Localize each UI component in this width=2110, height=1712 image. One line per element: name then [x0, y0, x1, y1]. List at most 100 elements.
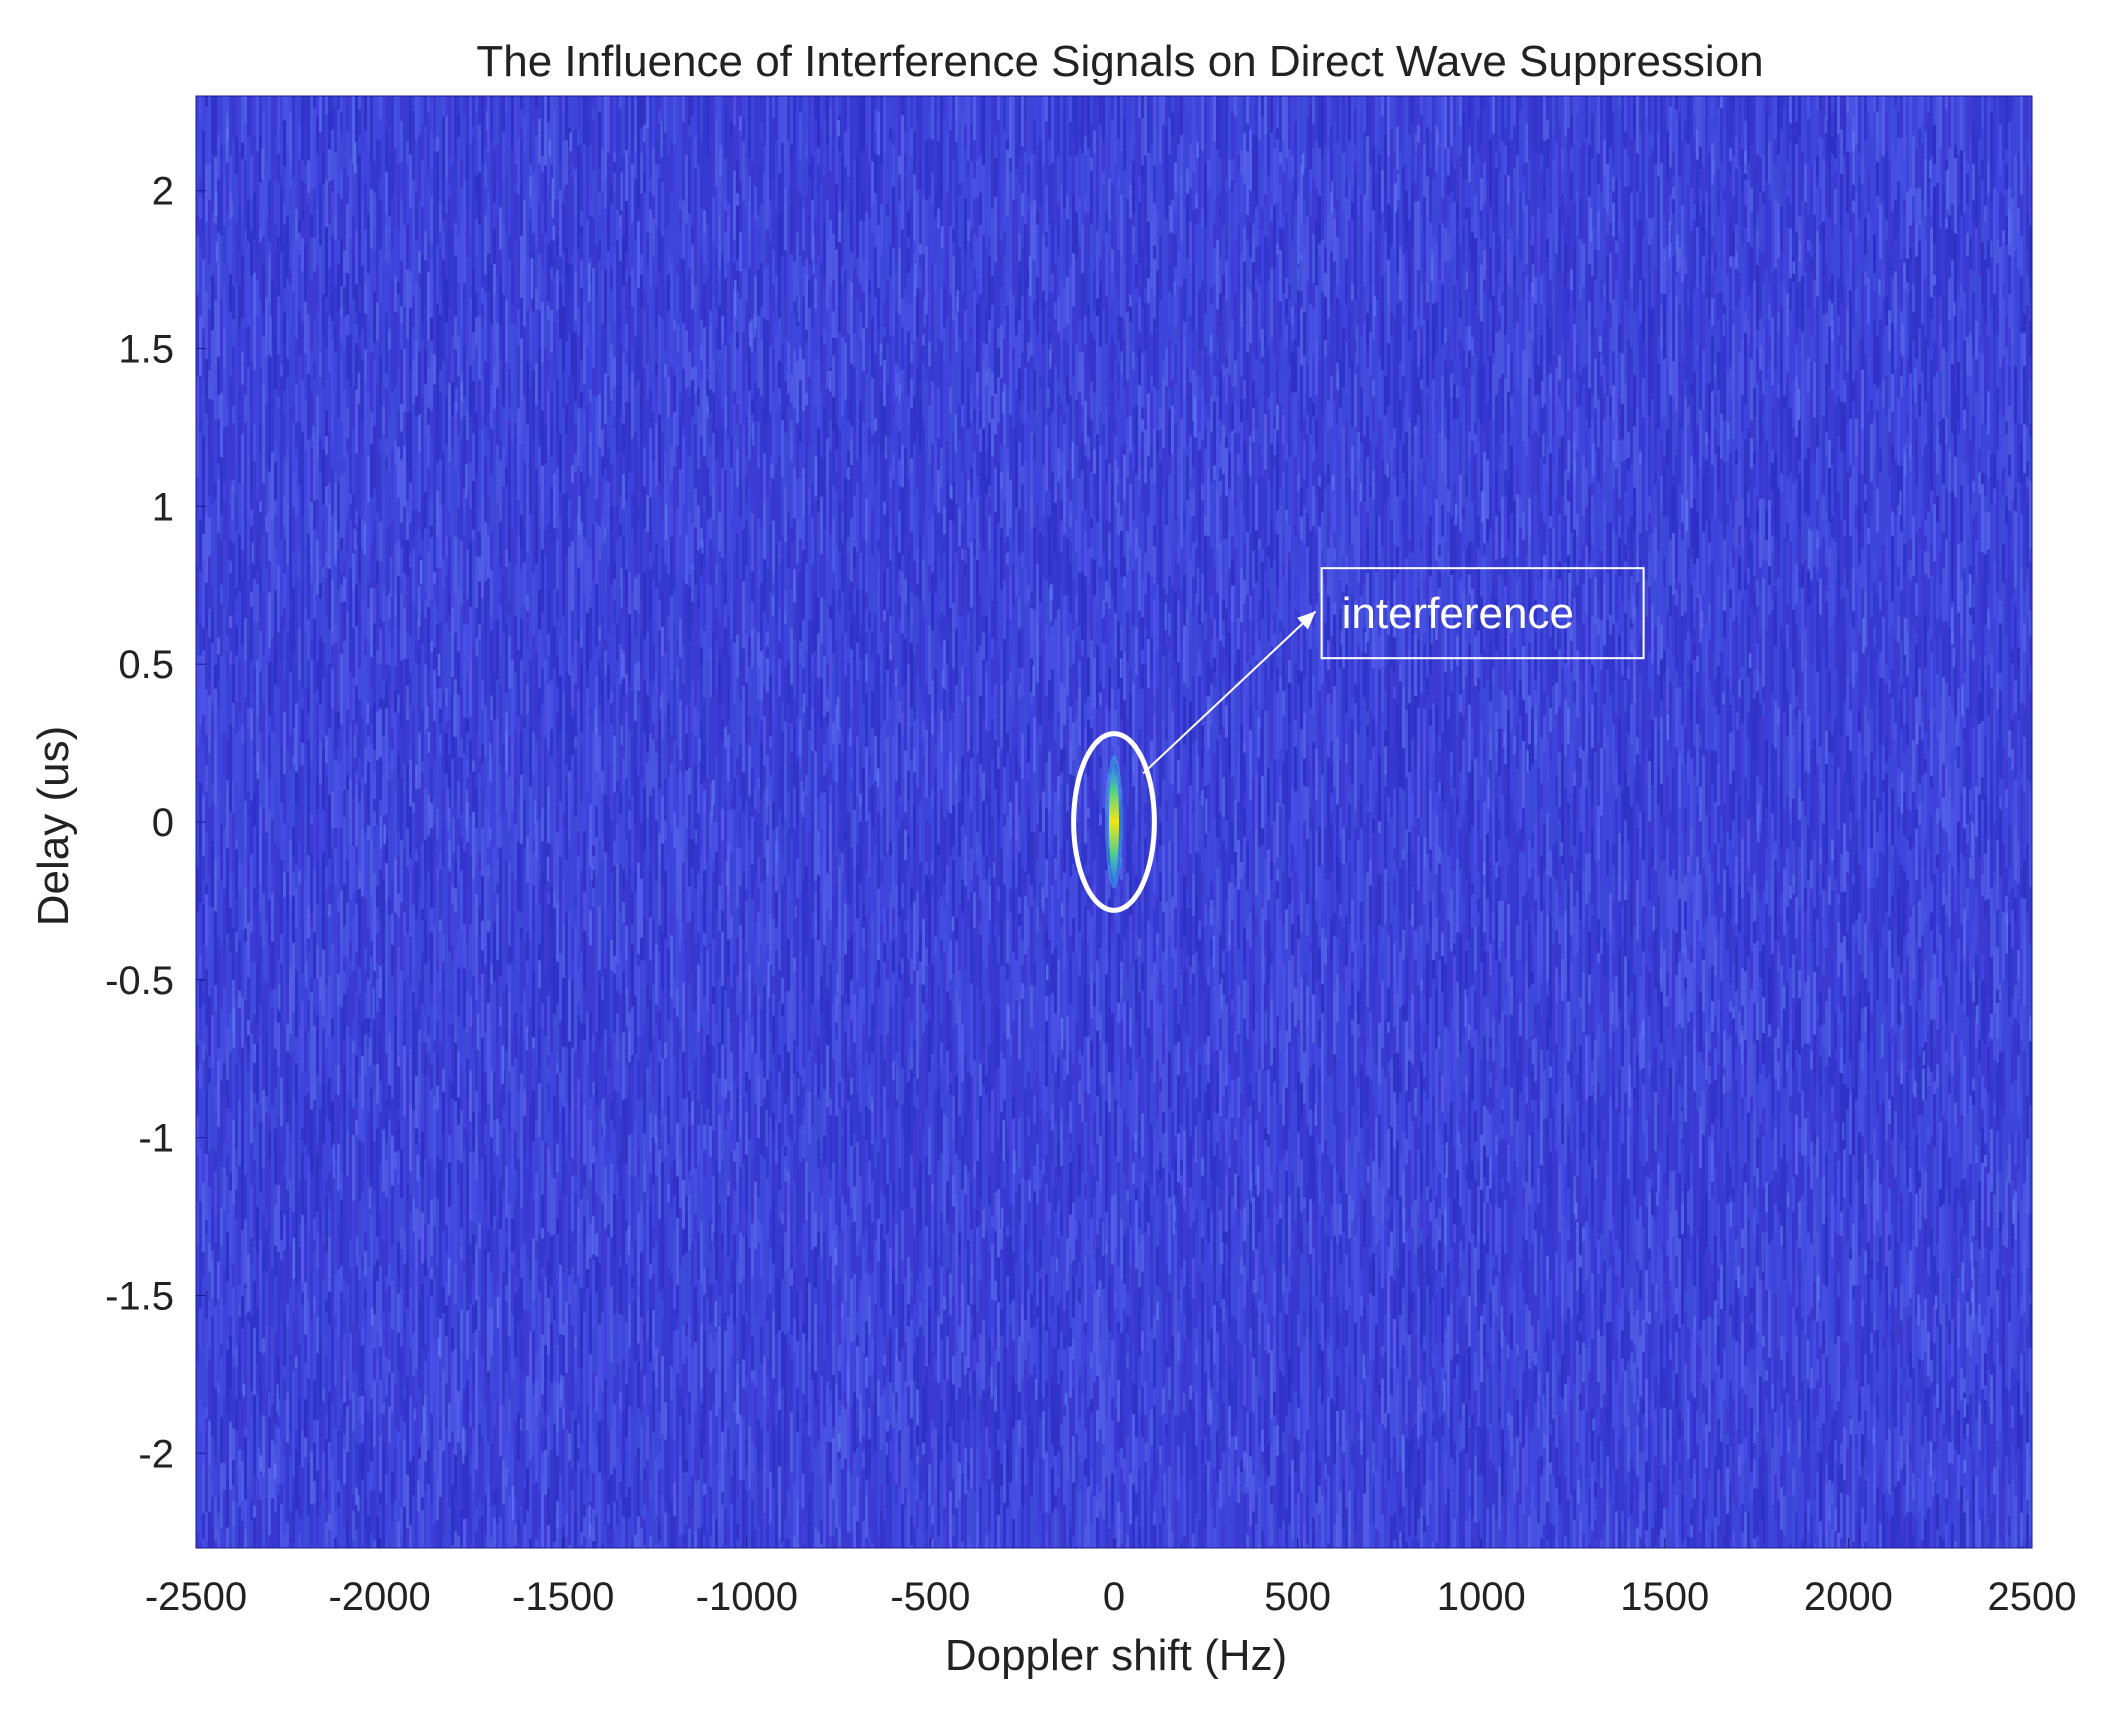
- noise-cell: [535, 822, 538, 860]
- noise-cell: [517, 1268, 520, 1288]
- noise-cell: [205, 750, 208, 766]
- noise-cell: [490, 1227, 493, 1272]
- noise-cell: [217, 638, 220, 655]
- noise-cell: [475, 497, 478, 556]
- noise-cell: [496, 185, 499, 214]
- noise-cell: [553, 1014, 556, 1027]
- noise-cell: [367, 149, 370, 214]
- noise-cell: [400, 1347, 403, 1416]
- noise-cell: [454, 1101, 457, 1125]
- noise-cell: [277, 632, 280, 688]
- noise-cell: [364, 1309, 367, 1339]
- noise-cell: [328, 1211, 331, 1238]
- noise-cell: [430, 1065, 433, 1090]
- noise-cell: [232, 96, 235, 139]
- noise-cell: [547, 1487, 550, 1525]
- noise-cell: [445, 1103, 448, 1168]
- noise-cell: [562, 1274, 565, 1290]
- noise-cell: [469, 1024, 472, 1071]
- noise-cell: [214, 1243, 217, 1306]
- noise-cell: [439, 1160, 442, 1223]
- noise-cell: [577, 1015, 580, 1050]
- noise-cell: [385, 1160, 388, 1197]
- noise-cell: [241, 645, 244, 685]
- noise-cell: [517, 262, 520, 310]
- noise-cell: [481, 950, 484, 973]
- noise-cell: [418, 96, 421, 135]
- noise-cell: [301, 1071, 304, 1128]
- noise-cell: [355, 231, 358, 285]
- noise-cell: [487, 1442, 490, 1485]
- noise-cell: [400, 404, 403, 431]
- noise-cell: [442, 826, 445, 866]
- noise-cell: [247, 792, 250, 818]
- noise-cell: [364, 1409, 367, 1453]
- noise-cell: [505, 624, 508, 693]
- noise-cell: [400, 903, 403, 971]
- noise-cell: [241, 1296, 244, 1328]
- noise-cell: [400, 729, 403, 779]
- noise-cell: [271, 1404, 274, 1441]
- noise-cell: [253, 370, 256, 425]
- noise-cell: [568, 1372, 571, 1433]
- noise-cell: [583, 1025, 586, 1041]
- noise-cell: [565, 1102, 568, 1135]
- noise-cell: [388, 418, 391, 472]
- noise-cell: [499, 604, 502, 657]
- noise-cell: [307, 1300, 310, 1361]
- noise-cell: [352, 1201, 355, 1261]
- noise-cell: [379, 709, 382, 758]
- noise-cell: [340, 342, 343, 362]
- noise-cell: [409, 1396, 412, 1461]
- noise-cell: [301, 566, 304, 590]
- noise-cell: [217, 731, 220, 792]
- noise-cell: [556, 1234, 559, 1287]
- noise-cell: [514, 1250, 517, 1277]
- noise-cell: [517, 1250, 520, 1268]
- noise-cell: [337, 1144, 340, 1191]
- noise-cell: [439, 1440, 442, 1497]
- noise-cell: [514, 242, 517, 269]
- noise-cell: [241, 351, 244, 385]
- noise-cell: [559, 571, 562, 636]
- noise-cell: [475, 1224, 478, 1245]
- noise-cell: [379, 757, 382, 800]
- noise-cell: [340, 112, 343, 132]
- noise-cell: [292, 243, 295, 292]
- noise-cell: [493, 982, 496, 1038]
- noise-cell: [487, 1185, 490, 1230]
- noise-cell: [364, 1173, 367, 1233]
- noise-cell: [349, 1203, 352, 1240]
- noise-cell: [547, 1298, 550, 1309]
- noise-cell: [439, 1269, 442, 1319]
- noise-cell: [334, 712, 337, 748]
- noise-cell: [481, 656, 484, 680]
- noise-cell: [409, 729, 412, 760]
- noise-cell: [514, 182, 517, 192]
- noise-cell: [370, 233, 373, 248]
- noise-cell: [385, 900, 388, 965]
- noise-cell: [424, 1125, 427, 1159]
- noise-cell: [454, 1490, 457, 1510]
- noise-cell: [415, 726, 418, 757]
- noise-cell: [232, 1120, 235, 1177]
- noise-cell: [469, 1412, 472, 1426]
- noise-cell: [343, 390, 346, 459]
- noise-cell: [262, 1353, 265, 1415]
- noise-cell: [448, 1288, 451, 1347]
- noise-cell: [256, 96, 259, 151]
- noise-cell: [460, 1351, 463, 1401]
- noise-cell: [343, 1484, 346, 1529]
- noise-cell: [442, 589, 445, 624]
- noise-cell: [307, 1156, 310, 1172]
- noise-cell: [319, 704, 322, 741]
- noise-cell: [454, 317, 457, 350]
- noise-cell: [520, 338, 523, 402]
- noise-cell: [361, 456, 364, 519]
- noise-cell: [319, 1001, 322, 1070]
- noise-cell: [343, 273, 346, 287]
- noise-cell: [469, 607, 472, 661]
- noise-cell: [586, 545, 589, 559]
- noise-cell: [277, 238, 280, 297]
- noise-cell: [211, 782, 214, 802]
